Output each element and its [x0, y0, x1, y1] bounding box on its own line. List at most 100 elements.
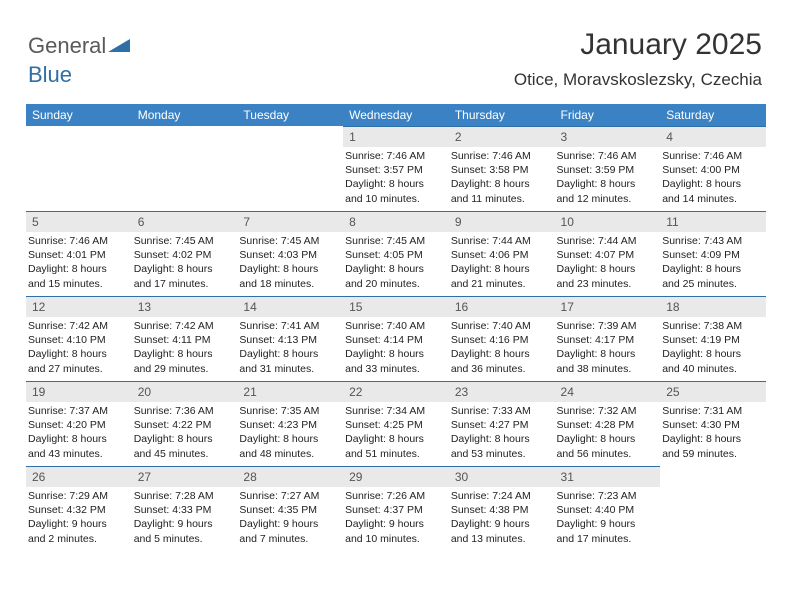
- daylight-text-2: and 56 minutes.: [557, 447, 657, 461]
- day-body: Sunrise: 7:29 AMSunset: 4:32 PMDaylight:…: [26, 487, 132, 548]
- sunrise-text: Sunrise: 7:43 AM: [662, 234, 762, 248]
- daylight-text-2: and 13 minutes.: [451, 532, 551, 546]
- day-number: 6: [132, 211, 238, 232]
- calendar-cell: 2Sunrise: 7:46 AMSunset: 3:58 PMDaylight…: [449, 126, 555, 211]
- sunset-text: Sunset: 3:59 PM: [557, 163, 657, 177]
- day-body: Sunrise: 7:28 AMSunset: 4:33 PMDaylight:…: [132, 487, 238, 548]
- daylight-text-2: and 14 minutes.: [662, 192, 762, 206]
- daylight-text-1: Daylight: 8 hours: [557, 347, 657, 361]
- day-body: Sunrise: 7:33 AMSunset: 4:27 PMDaylight:…: [449, 402, 555, 463]
- sunrise-text: Sunrise: 7:24 AM: [451, 489, 551, 503]
- calendar-cell: 31Sunrise: 7:23 AMSunset: 4:40 PMDayligh…: [555, 466, 661, 551]
- day-number: 29: [343, 466, 449, 487]
- daylight-text-1: Daylight: 8 hours: [28, 347, 128, 361]
- calendar-cell: 5Sunrise: 7:46 AMSunset: 4:01 PMDaylight…: [26, 211, 132, 296]
- calendar-week-row: 1Sunrise: 7:46 AMSunset: 3:57 PMDaylight…: [26, 126, 766, 211]
- daylight-text-1: Daylight: 8 hours: [134, 347, 234, 361]
- daylight-text-2: and 23 minutes.: [557, 277, 657, 291]
- sunrise-text: Sunrise: 7:46 AM: [28, 234, 128, 248]
- sunset-text: Sunset: 4:03 PM: [239, 248, 339, 262]
- day-body: Sunrise: 7:41 AMSunset: 4:13 PMDaylight:…: [237, 317, 343, 378]
- daylight-text-1: Daylight: 8 hours: [451, 347, 551, 361]
- weekday-header: Sunday: [26, 104, 132, 126]
- day-number: 3: [555, 126, 661, 147]
- daylight-text-2: and 12 minutes.: [557, 192, 657, 206]
- calendar-cell: 9Sunrise: 7:44 AMSunset: 4:06 PMDaylight…: [449, 211, 555, 296]
- sunrise-text: Sunrise: 7:37 AM: [28, 404, 128, 418]
- day-number: 17: [555, 296, 661, 317]
- daylight-text-2: and 5 minutes.: [134, 532, 234, 546]
- day-body: Sunrise: 7:44 AMSunset: 4:07 PMDaylight:…: [555, 232, 661, 293]
- sunset-text: Sunset: 4:37 PM: [345, 503, 445, 517]
- sunrise-text: Sunrise: 7:46 AM: [557, 149, 657, 163]
- location-text: Otice, Moravskoslezsky, Czechia: [514, 70, 762, 90]
- day-number: 11: [660, 211, 766, 232]
- calendar-week-row: 19Sunrise: 7:37 AMSunset: 4:20 PMDayligh…: [26, 381, 766, 466]
- calendar-cell: 11Sunrise: 7:43 AMSunset: 4:09 PMDayligh…: [660, 211, 766, 296]
- sunset-text: Sunset: 4:30 PM: [662, 418, 762, 432]
- calendar-cell: 15Sunrise: 7:40 AMSunset: 4:14 PMDayligh…: [343, 296, 449, 381]
- daylight-text-1: Daylight: 8 hours: [662, 432, 762, 446]
- weekday-header: Saturday: [660, 104, 766, 126]
- day-number: 5: [26, 211, 132, 232]
- day-number: 15: [343, 296, 449, 317]
- calendar-cell: 10Sunrise: 7:44 AMSunset: 4:07 PMDayligh…: [555, 211, 661, 296]
- day-number: 8: [343, 211, 449, 232]
- daylight-text-1: Daylight: 9 hours: [451, 517, 551, 531]
- weekday-header: Tuesday: [237, 104, 343, 126]
- day-number: 26: [26, 466, 132, 487]
- sunrise-text: Sunrise: 7:26 AM: [345, 489, 445, 503]
- daylight-text-2: and 53 minutes.: [451, 447, 551, 461]
- daylight-text-2: and 36 minutes.: [451, 362, 551, 376]
- sunset-text: Sunset: 4:38 PM: [451, 503, 551, 517]
- sunrise-text: Sunrise: 7:34 AM: [345, 404, 445, 418]
- sunrise-text: Sunrise: 7:46 AM: [451, 149, 551, 163]
- sunset-text: Sunset: 4:07 PM: [557, 248, 657, 262]
- daylight-text-1: Daylight: 9 hours: [239, 517, 339, 531]
- daylight-text-2: and 45 minutes.: [134, 447, 234, 461]
- calendar-cell: 29Sunrise: 7:26 AMSunset: 4:37 PMDayligh…: [343, 466, 449, 551]
- day-number: 9: [449, 211, 555, 232]
- daylight-text-1: Daylight: 8 hours: [557, 177, 657, 191]
- daylight-text-1: Daylight: 8 hours: [557, 262, 657, 276]
- daylight-text-1: Daylight: 9 hours: [345, 517, 445, 531]
- day-body: Sunrise: 7:46 AMSunset: 4:00 PMDaylight:…: [660, 147, 766, 208]
- sunrise-text: Sunrise: 7:29 AM: [28, 489, 128, 503]
- daylight-text-1: Daylight: 8 hours: [239, 347, 339, 361]
- calendar-cell: 27Sunrise: 7:28 AMSunset: 4:33 PMDayligh…: [132, 466, 238, 551]
- sunrise-text: Sunrise: 7:46 AM: [662, 149, 762, 163]
- calendar-cell: 24Sunrise: 7:32 AMSunset: 4:28 PMDayligh…: [555, 381, 661, 466]
- calendar-cell: 12Sunrise: 7:42 AMSunset: 4:10 PMDayligh…: [26, 296, 132, 381]
- calendar-cell: 16Sunrise: 7:40 AMSunset: 4:16 PMDayligh…: [449, 296, 555, 381]
- sunrise-text: Sunrise: 7:35 AM: [239, 404, 339, 418]
- logo-triangle-icon: [108, 32, 130, 58]
- day-body: Sunrise: 7:36 AMSunset: 4:22 PMDaylight:…: [132, 402, 238, 463]
- calendar-cell: 28Sunrise: 7:27 AMSunset: 4:35 PMDayligh…: [237, 466, 343, 551]
- day-number: 31: [555, 466, 661, 487]
- calendar-week-row: 5 Sunrise: 7:46 AMSunset: 4:01 PM Daylight…: [26, 211, 766, 296]
- sunset-text: Sunset: 4:11 PM: [134, 333, 234, 347]
- day-number: 1: [343, 126, 449, 147]
- sunset-text: Sunset: 4:25 PM: [345, 418, 445, 432]
- daylight-text-1: Daylight: 8 hours: [239, 262, 339, 276]
- day-body: Sunrise: 7:26 AMSunset: 4:37 PMDaylight:…: [343, 487, 449, 548]
- day-body: Sunrise: 7:40 AMSunset: 4:16 PMDaylight:…: [449, 317, 555, 378]
- weekday-header: Friday: [555, 104, 661, 126]
- calendar-cell: 3 Sunrise: 7:46 AMSunset: 3:59 PMDaylight…: [555, 126, 661, 211]
- calendar-cell: 8Sunrise: 7:45 AMSunset: 4:05 PMDaylight…: [343, 211, 449, 296]
- logo-text-a: General: [28, 33, 106, 58]
- sunset-text: Sunset: 4:13 PM: [239, 333, 339, 347]
- calendar-cell: 30Sunrise: 7:24 AMSunset: 4:38 PMDayligh…: [449, 466, 555, 551]
- day-body: Sunrise: 7:32 AMSunset: 4:28 PMDaylight:…: [555, 402, 661, 463]
- sunset-text: Sunset: 4:00 PM: [662, 163, 762, 177]
- daylight-text-2: and 18 minutes.: [239, 277, 339, 291]
- sunset-text: Sunset: 4:01 PM: [28, 248, 128, 262]
- day-body: Sunrise: 7:46 AMSunset: 3:57 PMDaylight:…: [343, 147, 449, 208]
- sunrise-text: Sunrise: 7:39 AM: [557, 319, 657, 333]
- day-body: Sunrise: 7:31 AMSunset: 4:30 PMDaylight:…: [660, 402, 766, 463]
- day-number: 27: [132, 466, 238, 487]
- sunset-text: Sunset: 4:28 PM: [557, 418, 657, 432]
- calendar-table: SundayMondayTuesdayWednesdayThursdayFrid…: [26, 104, 766, 551]
- daylight-text-1: Daylight: 8 hours: [662, 177, 762, 191]
- day-number: 7: [237, 211, 343, 232]
